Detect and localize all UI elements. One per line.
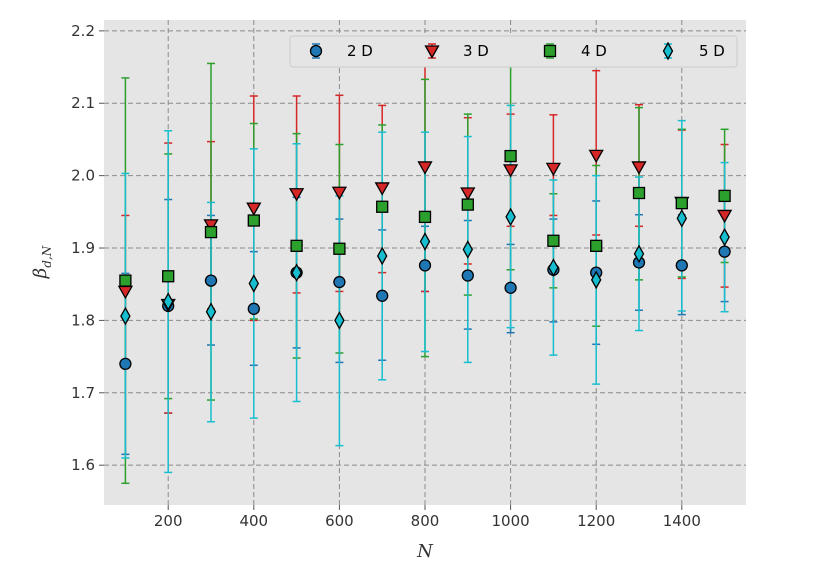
data-point — [331, 186, 348, 201]
data-point — [288, 188, 305, 202]
data-point — [505, 207, 516, 227]
y-tick-label: 1.8 — [71, 311, 95, 329]
data-point — [334, 311, 345, 330]
x-tick-label: 600 — [325, 512, 354, 530]
x-tick-label: 200 — [154, 512, 183, 530]
data-point — [291, 263, 302, 282]
x-axis-label: N — [416, 541, 434, 562]
series-4d-points — [119, 149, 731, 287]
data-point — [204, 225, 218, 239]
data-point — [631, 161, 647, 175]
data-point — [419, 232, 431, 251]
data-point — [461, 198, 474, 211]
data-point — [460, 187, 476, 201]
series-2d-points — [119, 245, 731, 370]
data-point — [205, 302, 217, 322]
legend-label: 3 D — [463, 42, 489, 60]
y-tick-label: 1.6 — [71, 456, 95, 474]
data-point — [675, 259, 688, 272]
data-point — [548, 258, 559, 277]
data-point — [545, 162, 562, 177]
y-tick-label: 1.9 — [71, 239, 95, 257]
x-tick-label: 400 — [239, 512, 268, 530]
legend-label: 2 D — [347, 42, 373, 60]
series-5d-points — [120, 207, 730, 330]
data-point — [333, 275, 346, 289]
data-marks — [117, 37, 733, 485]
data-point — [376, 200, 389, 213]
data-point — [590, 270, 602, 290]
y-tick-label: 2.0 — [71, 167, 95, 185]
legend: 2 D 3 D 4 D 5 D — [289, 35, 738, 68]
data-point — [504, 281, 517, 294]
x-tick-label: 1000 — [492, 512, 530, 530]
data-point — [590, 239, 603, 253]
data-point — [675, 196, 688, 210]
y-axis-label-base: β — [30, 268, 51, 279]
x-tick-label: 1400 — [663, 512, 701, 530]
legend-label: 5 D — [699, 42, 725, 60]
data-point — [333, 242, 346, 255]
data-point — [418, 210, 432, 224]
data-point — [119, 274, 132, 287]
y-axis-label-sub: d,N — [40, 245, 54, 267]
data-point — [162, 270, 175, 283]
data-point — [718, 245, 731, 258]
legend-marker — [543, 44, 557, 58]
data-point — [119, 357, 132, 370]
data-point — [120, 306, 131, 326]
data-point — [718, 189, 731, 203]
data-point — [248, 274, 260, 293]
data-point — [462, 240, 474, 259]
data-point — [547, 234, 560, 247]
legend-box — [289, 35, 738, 68]
data-point — [719, 227, 730, 247]
data-point — [417, 161, 433, 175]
data-point — [633, 244, 645, 264]
data-point — [376, 289, 389, 302]
y-tick-label: 1.7 — [71, 384, 95, 402]
data-point — [162, 292, 174, 311]
data-point — [504, 149, 517, 163]
legend-marker — [424, 45, 440, 59]
legend-label: 4 D — [581, 42, 607, 60]
x-tick-label: 800 — [411, 512, 440, 530]
data-point — [676, 209, 688, 228]
data-point — [204, 274, 218, 287]
data-point — [502, 164, 519, 178]
axes: 200 400 600 800 1000 1200 1400 1.6 1.7 1.8 1.9 2.0 2… — [71, 22, 701, 530]
legend-marker — [309, 44, 323, 58]
data-point — [290, 239, 303, 253]
y-tick-label: 2.1 — [71, 94, 95, 112]
data-point — [418, 259, 432, 272]
data-point — [374, 182, 390, 196]
x-tick-label: 1200 — [577, 512, 615, 530]
y-axis-label: βd,N — [30, 245, 54, 279]
data-point — [716, 209, 733, 224]
data-point — [247, 302, 260, 315]
data-point — [246, 202, 262, 217]
legend-marker — [662, 41, 674, 61]
data-point — [632, 186, 646, 200]
data-point — [588, 149, 604, 164]
y-tick-label: 2.2 — [71, 22, 95, 40]
data-point — [247, 214, 260, 227]
data-point — [461, 269, 474, 282]
data-point — [203, 219, 219, 233]
data-point — [376, 246, 388, 266]
